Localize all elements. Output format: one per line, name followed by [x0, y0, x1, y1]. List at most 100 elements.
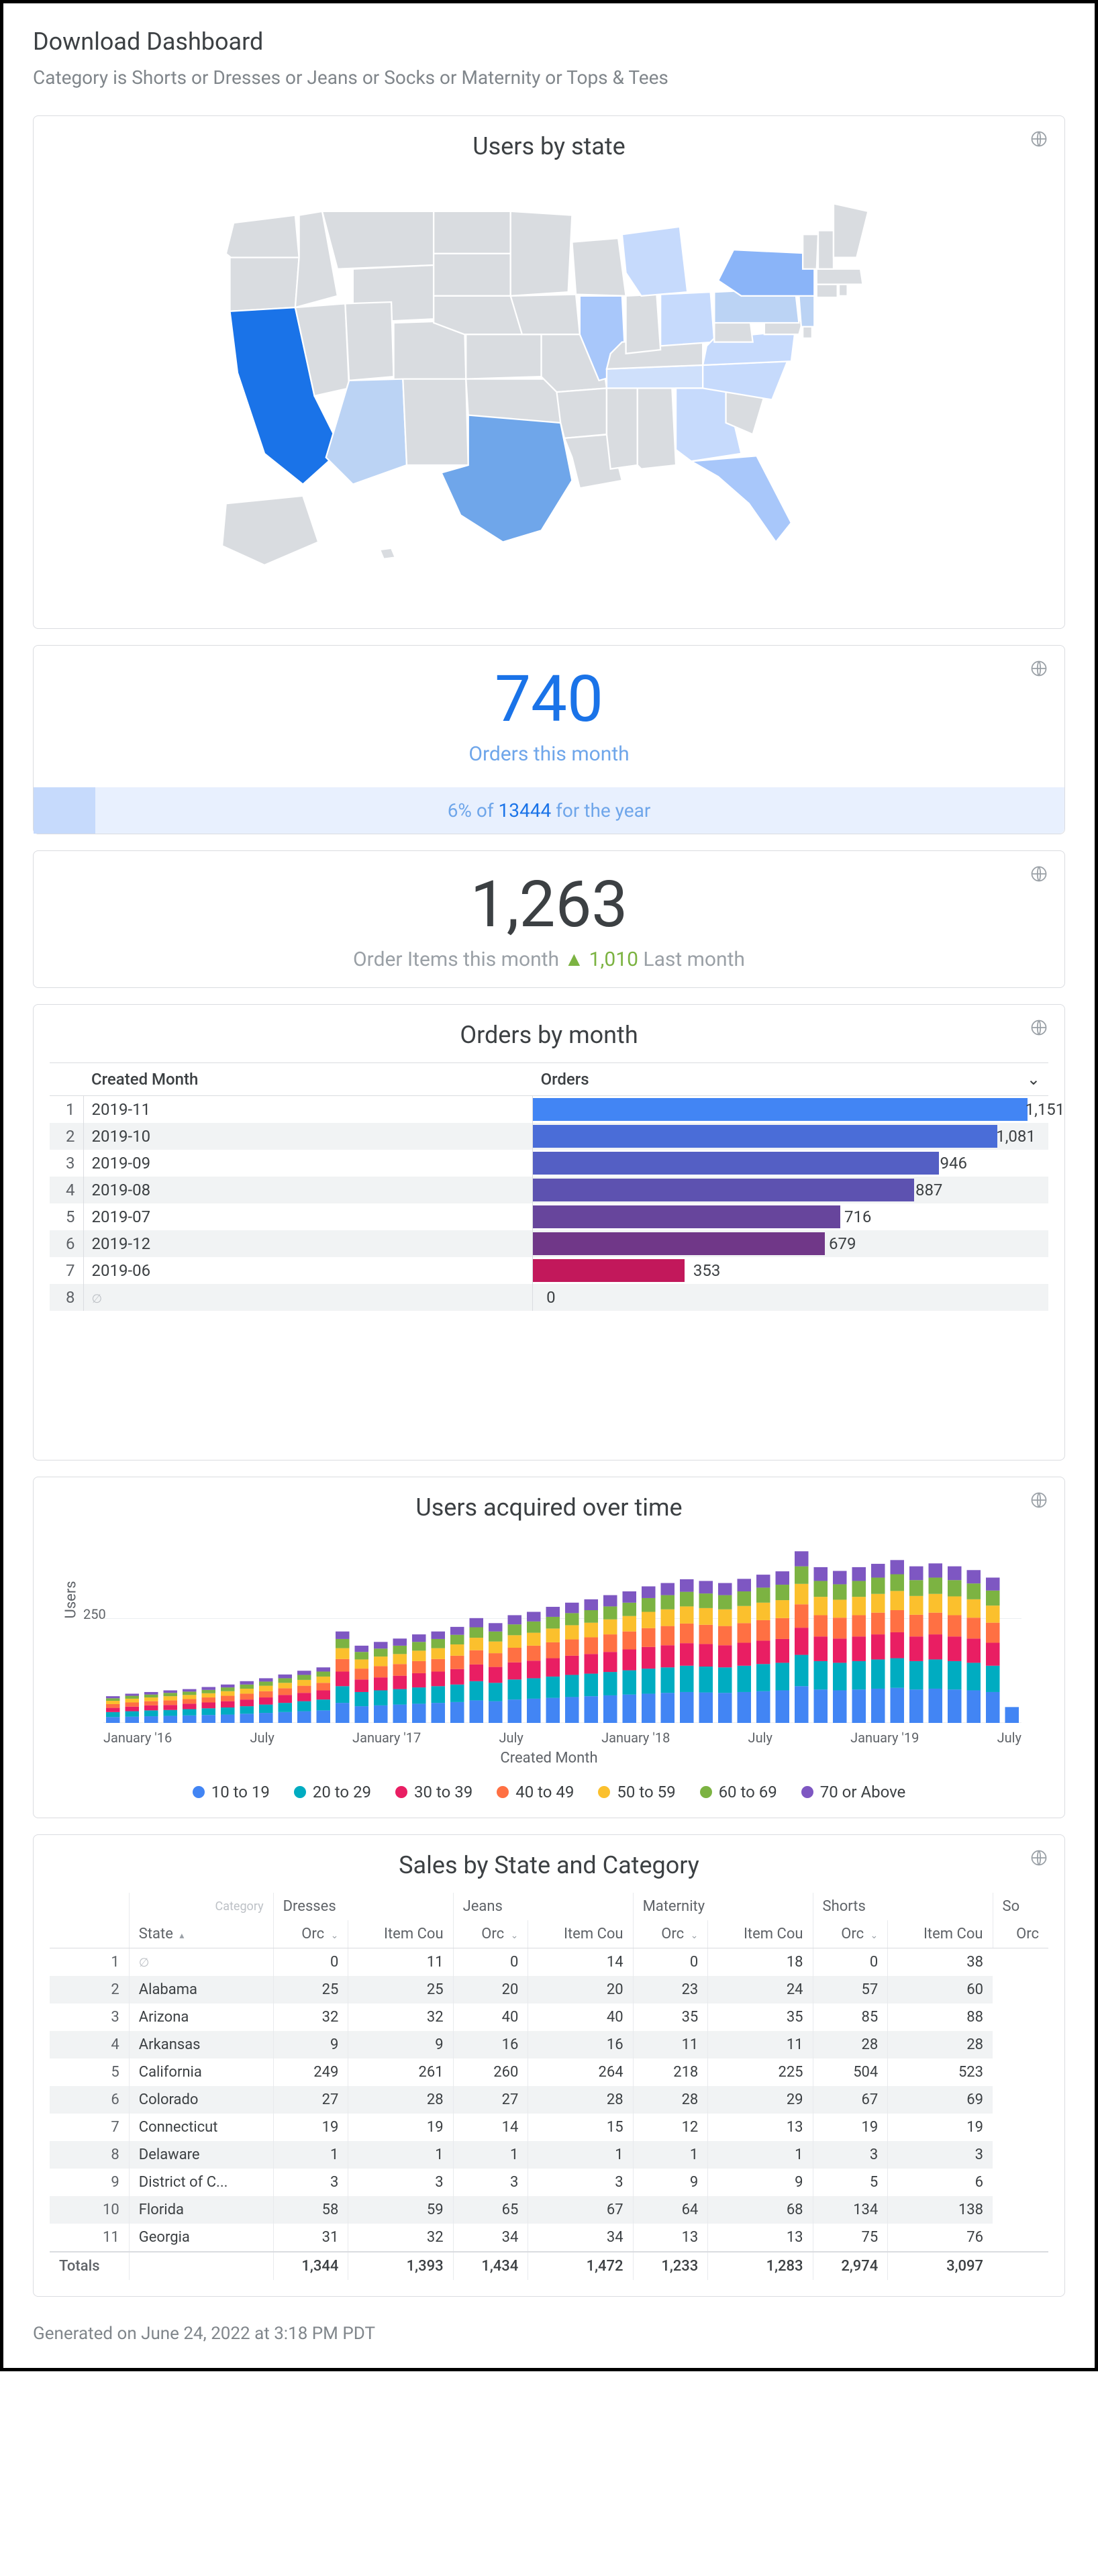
table-row[interactable]: 2Alabama2525202023245760: [50, 1976, 1048, 2003]
table-row[interactable]: 72019-06353: [50, 1257, 1048, 1284]
data-cell: 1: [633, 2141, 708, 2169]
data-cell: 11: [708, 2031, 813, 2059]
legend-item[interactable]: 60 to 69: [700, 1783, 777, 1801]
state-ut[interactable]: [345, 302, 393, 381]
state-mt[interactable]: [322, 211, 434, 269]
table-row[interactable]: 9District of C...33339956: [50, 2169, 1048, 2196]
row-index: 1: [50, 1095, 83, 1123]
globe-icon[interactable]: [1030, 659, 1048, 678]
table-row[interactable]: 22019-101,081: [50, 1123, 1048, 1150]
state-wi[interactable]: [572, 238, 626, 296]
table-row[interactable]: 52019-07716: [50, 1203, 1048, 1230]
sort-asc-icon[interactable]: ▴: [179, 1930, 184, 1941]
table-row[interactable]: 12019-111,151: [50, 1095, 1048, 1123]
data-cell: 35: [633, 2003, 708, 2031]
state-hi[interactable]: [380, 548, 395, 559]
table-row[interactable]: 11Georgia3132343413137576: [50, 2224, 1048, 2252]
table-row[interactable]: 62019-12679: [50, 1230, 1048, 1257]
globe-icon[interactable]: [1030, 130, 1048, 148]
table-row[interactable]: 32019-09946: [50, 1150, 1048, 1177]
data-cell: 16: [453, 2031, 528, 2059]
chevron-down-icon[interactable]: ⌄: [511, 1930, 519, 1941]
table-row[interactable]: 4Arkansas99161611112828: [50, 2031, 1048, 2059]
state-al[interactable]: [638, 388, 676, 468]
y-tick: 250: [83, 1606, 106, 1622]
state-ia[interactable]: [511, 295, 580, 335]
globe-icon[interactable]: [1030, 1848, 1048, 1867]
state-fl[interactable]: [691, 456, 791, 542]
col-header-orders[interactable]: Orders⌄: [533, 1062, 1048, 1095]
legend-item[interactable]: 10 to 19: [193, 1783, 270, 1801]
state-cell: Connecticut: [129, 2114, 273, 2141]
state-oh[interactable]: [660, 292, 714, 346]
table-row[interactable]: 3Arizona3232404035358588: [50, 2003, 1048, 2031]
legend-item[interactable]: 70 or Above: [801, 1783, 906, 1801]
data-cell: 9: [633, 2169, 708, 2196]
state-in[interactable]: [626, 295, 661, 354]
legend-item[interactable]: 50 to 59: [598, 1783, 675, 1801]
data-cell: 14: [453, 2114, 528, 2141]
table-row[interactable]: 8∅0: [50, 1284, 1048, 1311]
state-nd[interactable]: [434, 211, 511, 254]
col-header-month[interactable]: Created Month: [83, 1062, 533, 1095]
bar-cell: 946: [533, 1150, 1048, 1177]
table-row[interactable]: 8Delaware11111133: [50, 2141, 1048, 2169]
x-tick: January '19: [850, 1730, 919, 1746]
data-cell: 57: [813, 1976, 888, 2003]
state-az[interactable]: [326, 379, 407, 485]
row-index: 9: [50, 2169, 129, 2196]
table-row[interactable]: 7Connecticut1919141512131919: [50, 2114, 1048, 2141]
data-cell: 68: [708, 2196, 813, 2224]
state-cell: Delaware: [129, 2141, 273, 2169]
chevron-down-icon: ⌄: [1027, 1070, 1040, 1089]
state-or[interactable]: [230, 258, 299, 311]
state-ct[interactable]: [817, 285, 838, 297]
stacked-bar-chart[interactable]: [103, 1535, 1021, 1723]
state-nh[interactable]: [818, 230, 834, 268]
data-cell: 29: [708, 2086, 813, 2114]
table-row[interactable]: 6Colorado2728272828296769: [50, 2086, 1048, 2114]
sales-table: CategoryDressesJeansMaternityShortsSoSta…: [50, 1893, 1048, 2280]
bar-cell: 1,081: [533, 1123, 1048, 1150]
table-row[interactable]: 5California249261260264218225504523: [50, 2059, 1048, 2086]
state-cell: Alabama: [129, 1976, 273, 2003]
data-cell: 18: [708, 1948, 813, 1976]
state-ny[interactable]: [718, 250, 814, 296]
data-cell: 67: [813, 2086, 888, 2114]
data-cell: 9: [348, 2031, 453, 2059]
state-nm[interactable]: [403, 379, 468, 465]
state-ms[interactable]: [607, 388, 638, 468]
state-ak[interactable]: [222, 496, 318, 565]
data-cell: 27: [273, 2086, 348, 2114]
data-cell: 3: [813, 2141, 888, 2169]
globe-icon[interactable]: [1030, 1491, 1048, 1509]
globe-icon[interactable]: [1030, 1018, 1048, 1037]
legend-item[interactable]: 40 to 49: [497, 1783, 574, 1801]
state-sd[interactable]: [434, 254, 511, 296]
state-mi[interactable]: [622, 227, 687, 296]
legend-item[interactable]: 30 to 39: [395, 1783, 472, 1801]
legend-item[interactable]: 20 to 29: [294, 1783, 371, 1801]
chevron-down-icon[interactable]: ⌄: [870, 1930, 879, 1941]
globe-icon[interactable]: [1030, 864, 1048, 883]
users-by-state-tile: Users by state: [33, 115, 1065, 629]
state-ar[interactable]: [556, 388, 606, 438]
state-ks[interactable]: [466, 334, 541, 379]
data-cell: 31: [273, 2224, 348, 2252]
state-nj[interactable]: [799, 296, 814, 327]
us-map[interactable]: [50, 174, 1048, 612]
state-ri[interactable]: [839, 285, 848, 296]
table-row[interactable]: 42019-08887: [50, 1177, 1048, 1203]
state-ne[interactable]: [434, 296, 522, 334]
state-ma[interactable]: [817, 269, 863, 285]
chevron-down-icon[interactable]: ⌄: [691, 1930, 699, 1941]
table-row[interactable]: 1∅011014018038: [50, 1948, 1048, 1976]
state-vt[interactable]: [803, 234, 818, 269]
table-row[interactable]: 10Florida585965676468134138: [50, 2196, 1048, 2224]
chevron-down-icon[interactable]: ⌄: [331, 1930, 339, 1941]
data-cell: 0: [453, 1948, 528, 1976]
row-index: 3: [50, 2003, 129, 2031]
state-me[interactable]: [834, 203, 868, 257]
state-mn[interactable]: [511, 211, 572, 296]
row-index: 2: [50, 1123, 83, 1150]
